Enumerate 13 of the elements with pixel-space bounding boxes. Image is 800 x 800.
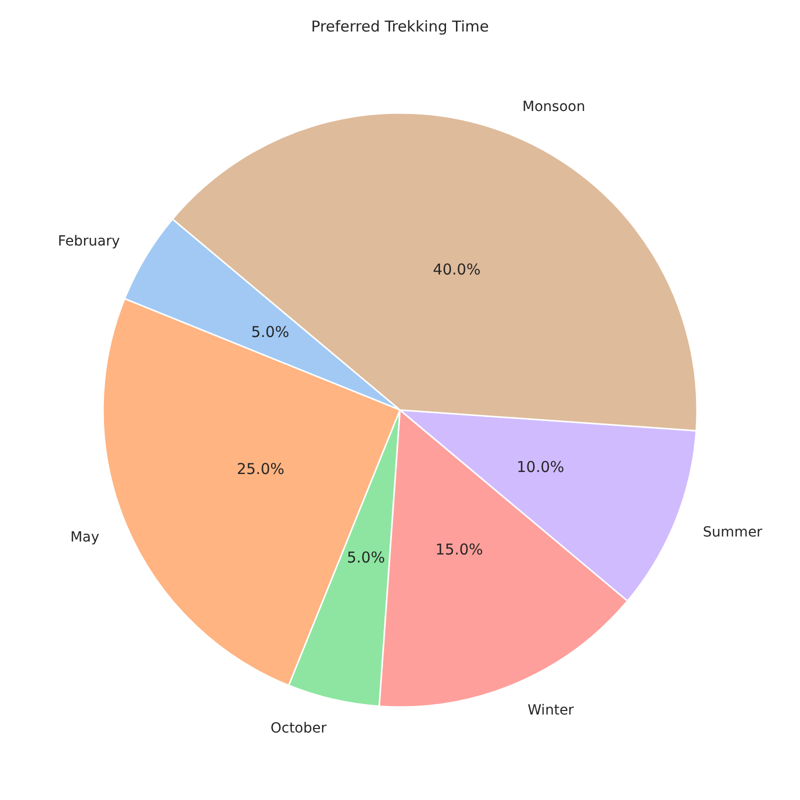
data-label: 25.0% xyxy=(236,460,284,478)
slice-label: February xyxy=(58,234,120,250)
slice-label: May xyxy=(70,530,100,546)
data-label: 15.0% xyxy=(435,540,484,558)
data-label: 5.0% xyxy=(251,322,290,341)
slice-label: Winter xyxy=(528,702,574,719)
slice-label: October xyxy=(270,720,327,736)
data-label: 40.0% xyxy=(432,260,481,279)
slice-label: Monsoon xyxy=(522,99,586,116)
data-label: 10.0% xyxy=(516,458,564,476)
slice-label: Summer xyxy=(702,524,763,540)
chart-title: Preferred Trekking Time xyxy=(311,18,489,36)
data-label: 5.0% xyxy=(346,548,385,567)
